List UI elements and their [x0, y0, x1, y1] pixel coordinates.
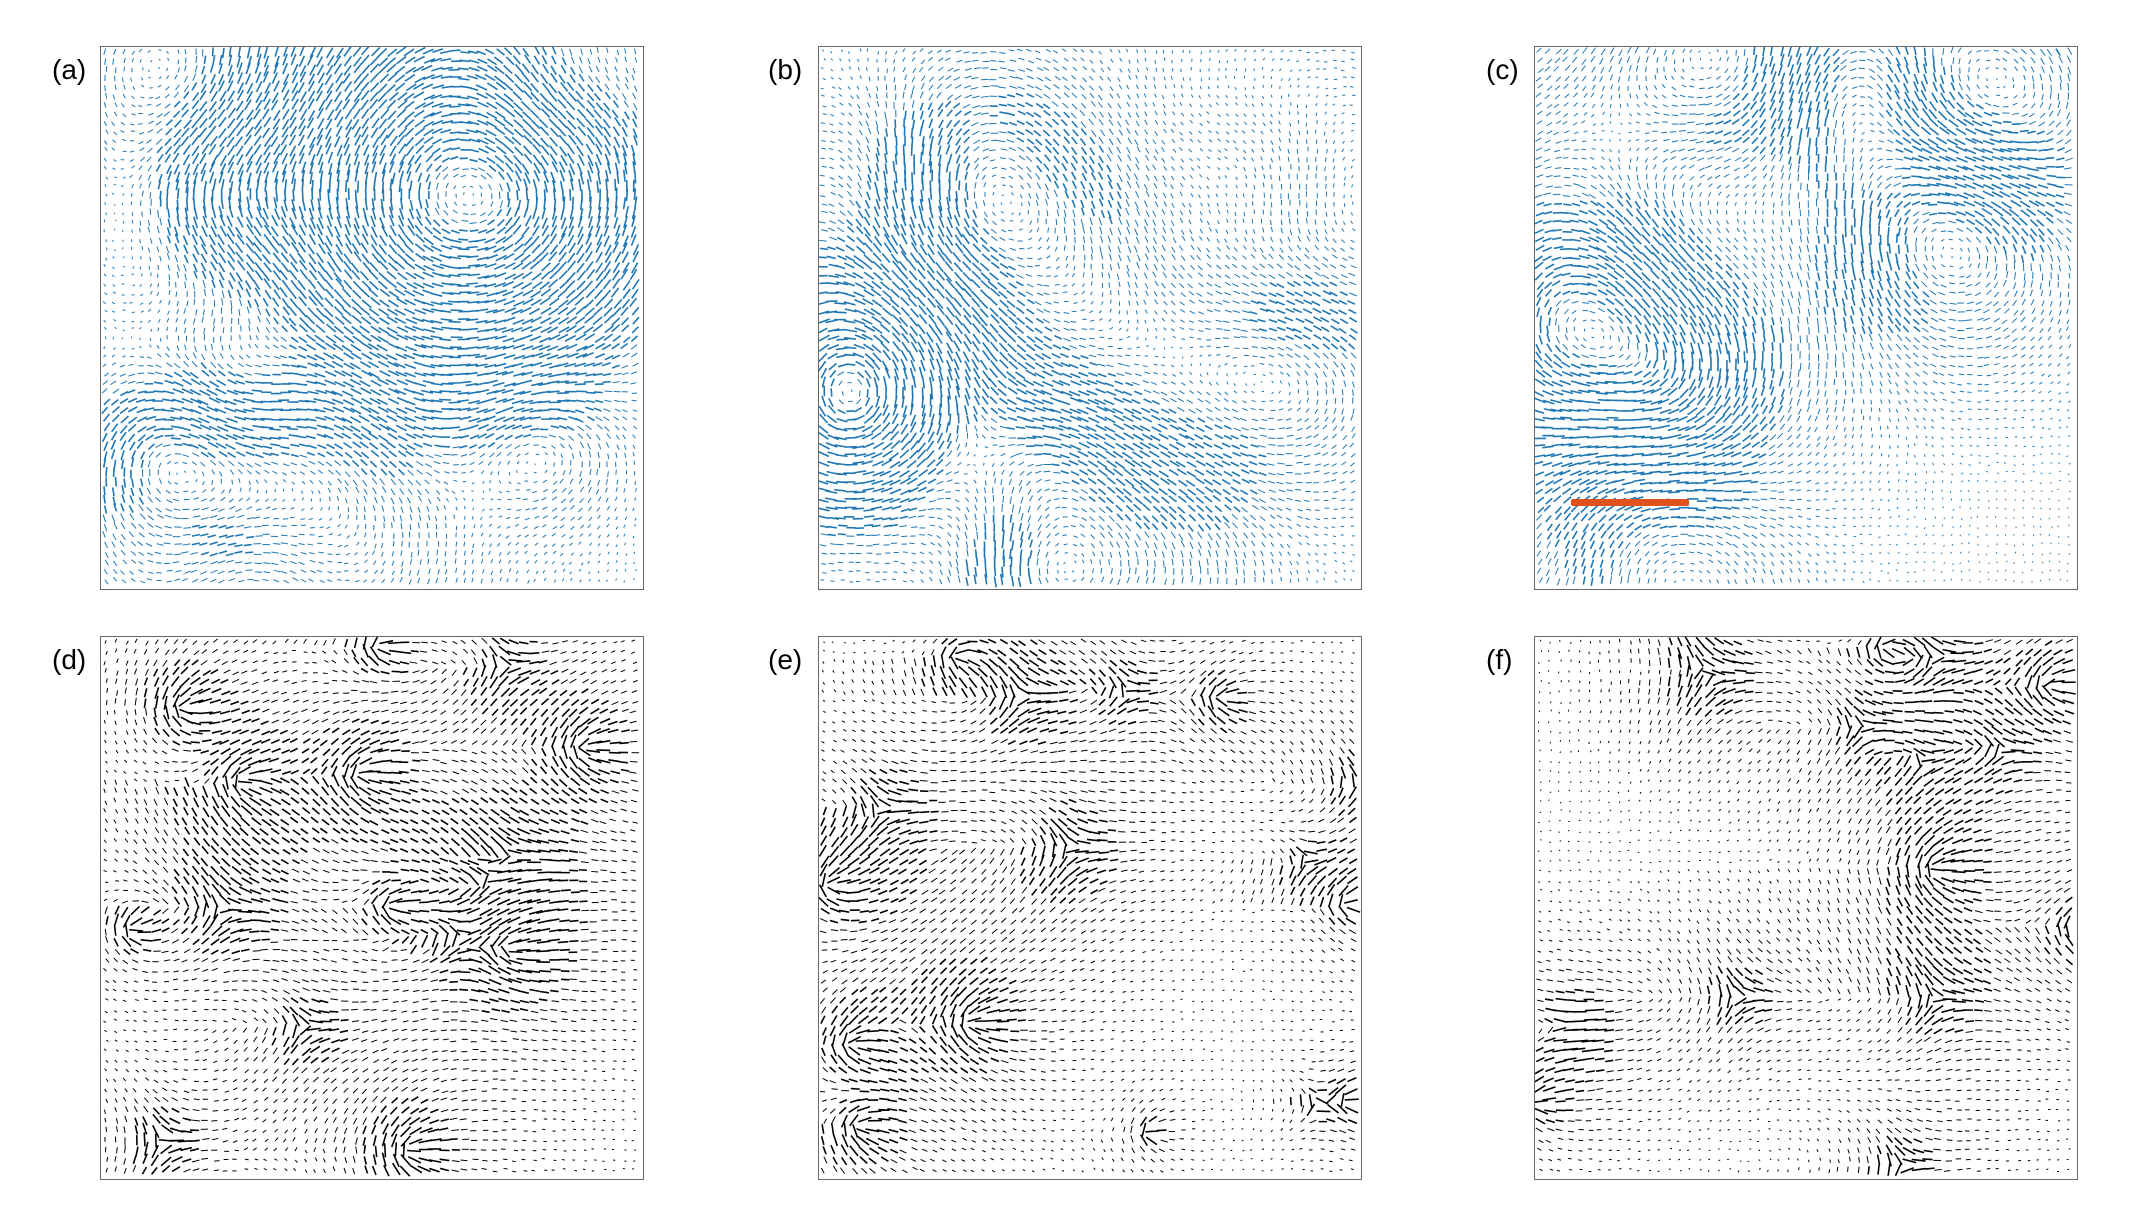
panel-label-a: (a) — [52, 54, 87, 85]
field-arrows-strong — [1535, 637, 2076, 1177]
quiver-plot — [1535, 47, 2073, 586]
field-arrows-strong — [105, 637, 630, 1177]
director-field-panel-e — [818, 636, 1362, 1180]
field-arrows — [101, 47, 639, 585]
panel-label-d: (d) — [52, 644, 87, 675]
panel-label-f: (f) — [1486, 644, 1513, 675]
director-field-panel-d — [100, 636, 644, 1180]
panel-label-e: (e) — [768, 644, 803, 675]
field-arrows-strong — [819, 92, 1358, 588]
velocity-field-panel-b — [818, 46, 1362, 590]
field-arrows-strong — [819, 637, 1361, 1166]
director-field-panel-f — [1534, 636, 2078, 1180]
velocity-field-panel-c — [1534, 46, 2078, 590]
quiver-plot — [1535, 637, 2076, 1177]
field-arrows — [1535, 47, 2073, 586]
panel-label-b: (b) — [768, 54, 803, 85]
quiver-plot — [819, 48, 1358, 588]
field-arrows-strong — [101, 47, 640, 557]
quiver-plot — [819, 637, 1361, 1175]
velocity-field-panel-a — [100, 46, 644, 590]
field-arrows — [819, 48, 1357, 586]
panel-label-c: (c) — [1486, 54, 1519, 85]
quiver-plot — [101, 47, 640, 585]
field-arrows — [103, 637, 640, 1175]
scale-bar — [1571, 499, 1689, 506]
quiver-plot — [103, 637, 640, 1177]
field-arrows — [819, 638, 1358, 1175]
field-arrows-strong — [1535, 47, 2065, 586]
field-arrows — [1535, 638, 2073, 1174]
